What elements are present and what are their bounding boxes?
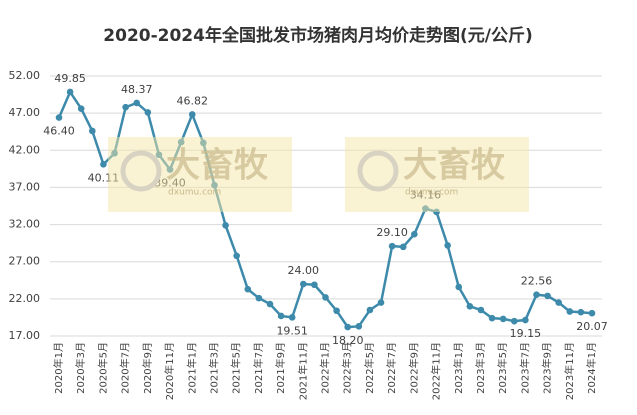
- watermark-url: dxumu.com: [405, 188, 458, 198]
- point: [100, 161, 107, 168]
- y-tick-label: 27.00: [9, 255, 41, 268]
- x-tick-label: 2023年9月: [541, 342, 554, 394]
- point: [299, 280, 307, 288]
- watermark-url: dxumu.com: [168, 188, 221, 198]
- point: [311, 281, 318, 289]
- x-tick-label: 2020年11月: [163, 342, 176, 400]
- point: [233, 252, 240, 260]
- x-tick-label: 2024年1月: [585, 342, 598, 394]
- point: [510, 317, 518, 325]
- watermark-box: [345, 137, 529, 212]
- point: [144, 109, 152, 116]
- point: [444, 242, 451, 249]
- x-tick-label: 2023年3月: [474, 342, 487, 394]
- point: [222, 222, 229, 229]
- x-tick-label: 2023年11月: [563, 342, 576, 400]
- point: [288, 314, 296, 321]
- y-tick-label: 22.00: [9, 292, 41, 305]
- x-tick-label: 2021年9月: [274, 342, 287, 394]
- point: [399, 243, 407, 251]
- point: [255, 294, 263, 302]
- point: [244, 285, 252, 293]
- point: [66, 88, 74, 96]
- x-tick-label: 2020年3月: [74, 342, 87, 394]
- x-tick-label: 2021年11月: [296, 342, 309, 400]
- watermark-logo: [357, 150, 399, 192]
- point: [55, 114, 63, 121]
- data-label: 18.20: [332, 334, 364, 347]
- y-tick-label: 37.00: [9, 180, 41, 193]
- x-tick-label: 2021年1月: [185, 342, 198, 394]
- x-tick-label: 2020年7月: [119, 342, 132, 394]
- data-label: 46.82: [177, 94, 209, 107]
- x-tick-label: 2021年3月: [207, 342, 220, 394]
- watermark-text: 大畜牧: [166, 146, 269, 186]
- y-tick-label: 32.00: [9, 218, 41, 231]
- x-tick-label: 2020年1月: [52, 342, 65, 394]
- data-label: 48.37: [121, 83, 153, 96]
- data-label: 19.15: [510, 327, 542, 340]
- chart-title: 2020-2024年全国批发市场猪肉月均价走势图(元/公斤): [103, 25, 532, 46]
- watermark-text: 大畜牧: [403, 146, 506, 186]
- x-tick-label: 2023年7月: [518, 342, 531, 394]
- point: [322, 294, 329, 301]
- x-tick-label: 2022年1月: [319, 342, 332, 394]
- y-tick-label: 42.00: [9, 143, 41, 156]
- point: [555, 299, 562, 306]
- point: [188, 111, 196, 118]
- x-tick-label: 2021年5月: [230, 342, 243, 394]
- x-tick-label: 2022年5月: [363, 342, 376, 394]
- x-tick-label: 2022年11月: [430, 342, 443, 400]
- x-tick-label: 2022年9月: [407, 342, 420, 394]
- point: [133, 99, 141, 107]
- point: [366, 306, 374, 314]
- point: [577, 308, 585, 316]
- point: [77, 105, 85, 112]
- point: [333, 307, 340, 315]
- point: [499, 315, 507, 323]
- point: [588, 309, 596, 317]
- data-label: 49.85: [54, 72, 86, 85]
- y-tick-label: 47.00: [9, 106, 41, 119]
- y-tick-label: 52.00: [9, 69, 41, 82]
- point: [522, 316, 529, 324]
- point: [477, 306, 485, 314]
- point: [466, 302, 474, 310]
- point: [277, 312, 285, 320]
- data-label: 22.56: [521, 275, 553, 288]
- point: [566, 308, 574, 315]
- data-label: 19.51: [276, 324, 308, 337]
- point: [89, 127, 96, 135]
- x-tick-label: 2022年7月: [385, 342, 398, 394]
- data-label: 20.07: [576, 320, 608, 333]
- point: [266, 300, 274, 308]
- x-tick-label: 2020年9月: [141, 342, 154, 394]
- x-tick-label: 2020年5月: [96, 342, 109, 394]
- x-tick-label: 2022年3月: [341, 342, 354, 394]
- point: [377, 299, 385, 306]
- point: [411, 230, 418, 238]
- point: [488, 314, 496, 322]
- data-label: 29.10: [376, 226, 408, 239]
- point: [388, 242, 396, 250]
- x-tick-label: 2023年5月: [496, 342, 509, 394]
- point: [544, 292, 551, 300]
- x-tick-label: 2021年7月: [252, 342, 265, 394]
- data-label: 46.40: [43, 125, 75, 138]
- point: [355, 323, 363, 330]
- point: [122, 103, 129, 111]
- point: [344, 323, 352, 331]
- watermark-box: [108, 137, 292, 212]
- watermark-logo: [120, 150, 162, 192]
- data-label: 24.00: [288, 264, 320, 277]
- y-tick-label: 17.00: [9, 329, 41, 342]
- point: [533, 291, 540, 298]
- x-tick-label: 2023年1月: [452, 342, 465, 394]
- point: [455, 283, 463, 291]
